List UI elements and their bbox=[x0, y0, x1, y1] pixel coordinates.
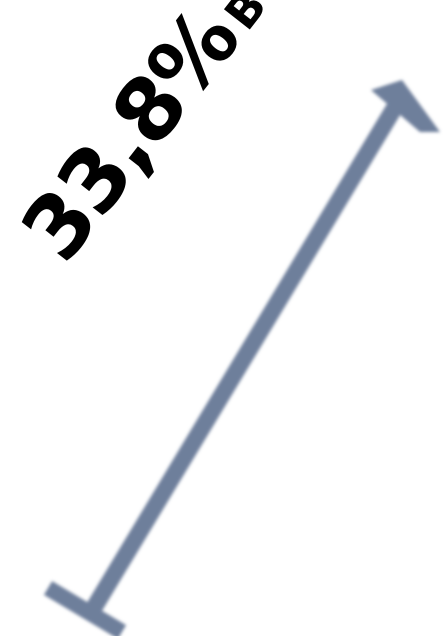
arrow-group bbox=[43, 80, 440, 636]
arrow-base bbox=[43, 581, 127, 636]
arrow-head bbox=[371, 80, 440, 132]
arrow-shaft bbox=[86, 93, 407, 615]
